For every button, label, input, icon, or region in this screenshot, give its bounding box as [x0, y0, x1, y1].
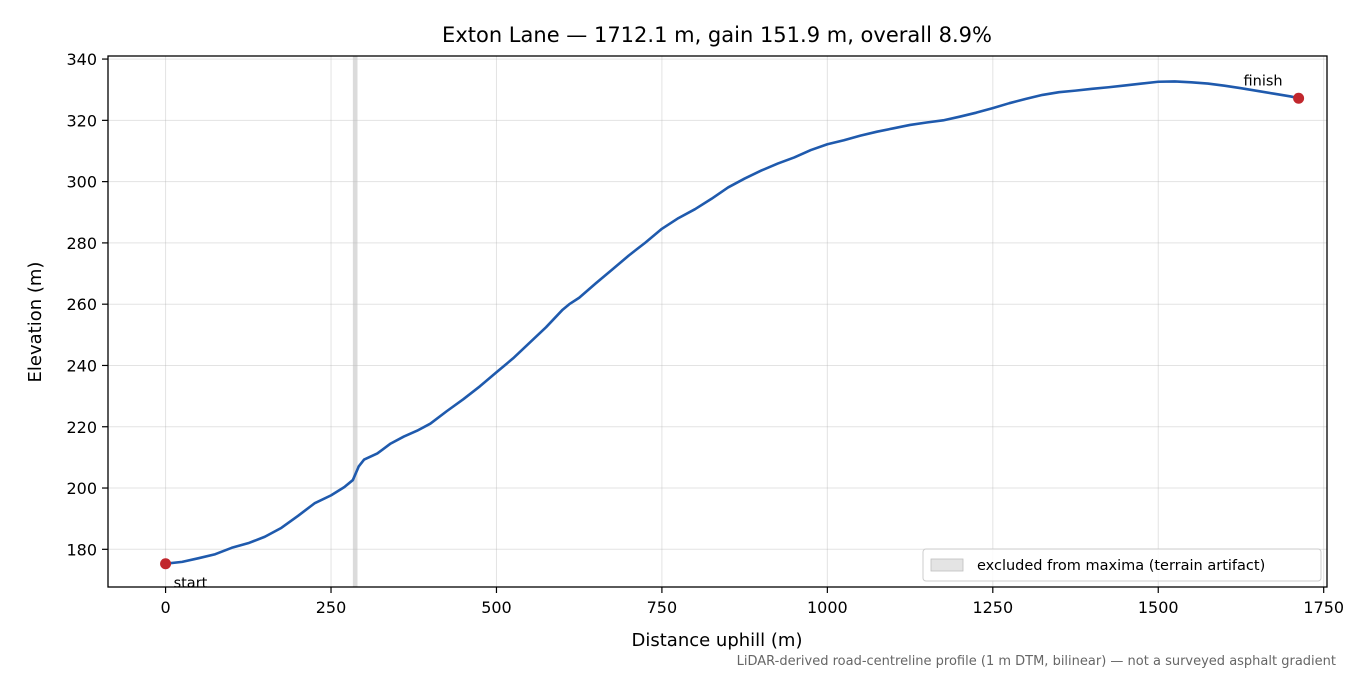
x-tick-label: 0: [160, 598, 170, 617]
y-tick-label: 300: [66, 173, 97, 192]
marker-layer: start finish: [160, 73, 1305, 592]
x-tick-label: 1000: [807, 598, 848, 617]
y-tick-label: 280: [66, 234, 97, 253]
legend: excluded from maxima (terrain artifact): [922, 548, 1322, 582]
y-tick-label: 220: [66, 418, 97, 437]
x-tick-label: 1750: [1303, 598, 1344, 617]
y-axis-ticks: 180 200 220 240 260 280 300 320 340: [66, 50, 108, 559]
x-tick-label: 1250: [972, 598, 1013, 617]
start-label: start: [174, 576, 208, 592]
start-marker: [160, 558, 172, 570]
x-tick-label: 750: [647, 598, 678, 617]
finish-label: finish: [1244, 73, 1283, 89]
x-axis-label: Distance uphill (m): [632, 630, 803, 651]
x-tick-label: 500: [481, 598, 512, 617]
x-tick-label: 250: [316, 598, 347, 617]
finish-marker: [1293, 92, 1305, 104]
x-tick-label: 1500: [1138, 598, 1179, 617]
y-tick-label: 240: [66, 356, 97, 375]
grid-lines: [108, 56, 1327, 587]
legend-box: [922, 548, 1322, 582]
legend-swatch: [930, 558, 964, 572]
excluded-band-layer: [352, 56, 358, 587]
y-tick-label: 320: [66, 111, 97, 130]
y-tick-label: 180: [66, 540, 97, 559]
footnote: LiDAR-derived road-centreline profile (1…: [737, 654, 1336, 669]
y-tick-label: 340: [66, 50, 97, 69]
elevation-line: [164, 80, 1300, 566]
plot-frame: [107, 55, 1328, 588]
y-axis-label: Elevation (m): [25, 262, 46, 383]
x-axis-ticks: 0 250 500 750 1000 1250 1500 1750: [160, 587, 1344, 617]
legend-label: excluded from maxima (terrain artifact): [977, 558, 1265, 574]
excluded-band: [352, 56, 358, 587]
chart-title: Exton Lane — 1712.1 m, gain 151.9 m, ove…: [442, 23, 992, 47]
y-tick-label: 200: [66, 479, 97, 498]
series-layer: [164, 80, 1300, 566]
y-tick-label: 260: [66, 295, 97, 314]
